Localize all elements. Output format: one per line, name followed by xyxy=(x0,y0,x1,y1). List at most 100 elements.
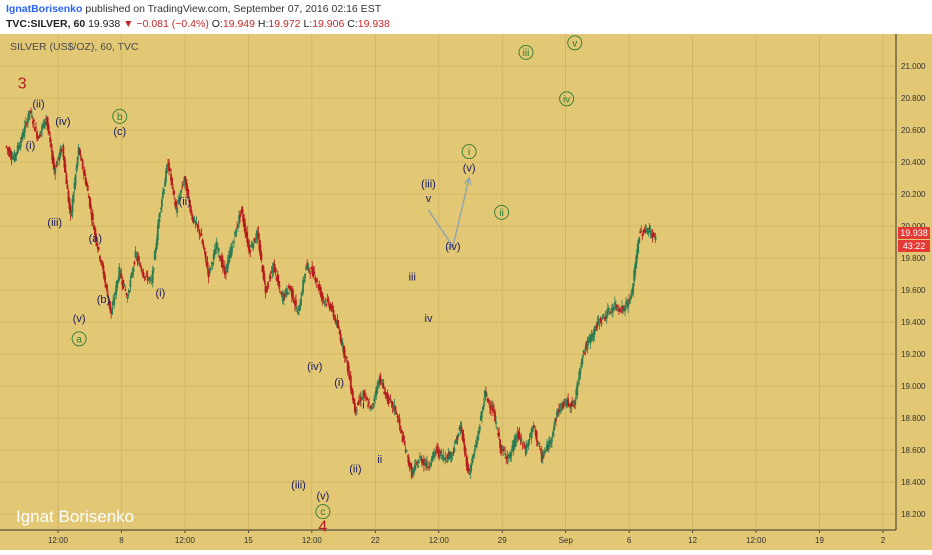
candle-body xyxy=(517,435,520,438)
candle-body xyxy=(187,189,190,196)
candle-body xyxy=(304,273,307,279)
wave-label: (iv) xyxy=(445,241,460,253)
candle-body xyxy=(522,442,525,444)
candle-body xyxy=(140,267,143,272)
candle-body xyxy=(617,306,619,308)
candle-body xyxy=(80,158,83,161)
candle-body xyxy=(357,402,359,406)
candle-body xyxy=(590,333,593,342)
candle-body xyxy=(167,164,169,166)
candle-body xyxy=(312,268,315,277)
candle-body xyxy=(492,406,494,413)
open-value: 19.949 xyxy=(222,18,255,30)
candle-body xyxy=(272,263,275,273)
candle-body xyxy=(361,398,363,400)
candle-body xyxy=(246,231,249,243)
candle-body xyxy=(271,267,274,273)
candle-body xyxy=(224,271,227,274)
candle-body xyxy=(523,445,526,449)
candle-body xyxy=(208,267,211,272)
open-label: O: xyxy=(211,18,223,30)
candle-body xyxy=(464,448,467,455)
candle-body xyxy=(296,310,298,312)
candle-body xyxy=(402,436,405,439)
candle-body xyxy=(258,239,261,251)
candle-body xyxy=(440,451,443,454)
candle-body xyxy=(495,421,497,424)
candle-body xyxy=(511,445,514,451)
candle-body xyxy=(369,405,372,409)
high-label: H: xyxy=(257,18,269,30)
candle-body xyxy=(235,229,237,237)
candle-body xyxy=(503,450,506,452)
candle-body xyxy=(181,186,184,188)
candle-body xyxy=(557,409,559,415)
candle-body xyxy=(452,451,455,454)
projection-arrowhead xyxy=(445,242,455,250)
candle-body xyxy=(19,141,22,147)
candle-body xyxy=(483,390,486,398)
candle-body xyxy=(512,443,515,452)
price-chart[interactable]: SILVER (US$/OZ), 60, TVC 3 (ii) (i) (iv) (ii… xyxy=(0,34,932,550)
candle-body xyxy=(558,409,560,413)
candle-body xyxy=(219,259,222,261)
candle-body xyxy=(116,280,119,289)
candle-body xyxy=(515,437,518,441)
chart-area[interactable]: SILVER (US$/OZ), 60, TVC 3 (ii) (i) (iv) (ii… xyxy=(0,34,932,550)
wave-label: (iv) xyxy=(55,116,70,128)
candle-body xyxy=(505,456,508,459)
candle-body xyxy=(83,169,86,176)
candle-body xyxy=(277,280,280,286)
candle-body xyxy=(397,421,400,423)
projection-arrow xyxy=(427,176,472,250)
author-link[interactable]: IgnatBorisenko xyxy=(6,3,83,15)
x-tick-label: 12 xyxy=(688,536,697,545)
candle-body xyxy=(644,229,647,232)
candle-body xyxy=(473,449,476,453)
candle-body xyxy=(346,360,349,372)
candle-body xyxy=(192,217,195,223)
candle-body xyxy=(603,316,606,320)
x-tick-label: Sep xyxy=(559,536,574,545)
candle-body xyxy=(129,279,132,288)
candle-body xyxy=(5,146,8,148)
candle-body xyxy=(110,309,113,314)
candle-body xyxy=(183,178,186,183)
candle-body xyxy=(621,305,623,313)
candle-body xyxy=(275,277,278,281)
candle-body xyxy=(72,193,75,203)
candle-body xyxy=(90,212,93,220)
last-price-tag-text: 19.938 xyxy=(900,228,928,238)
candle-body xyxy=(171,177,173,185)
candle-body xyxy=(419,457,422,461)
time-axis[interactable] xyxy=(0,530,932,550)
candle-body xyxy=(514,436,517,447)
candle-body xyxy=(534,429,537,436)
candle-body xyxy=(376,385,379,394)
candle-body xyxy=(231,245,233,253)
candle-body xyxy=(560,408,562,411)
candle-body xyxy=(30,115,33,118)
candle-body xyxy=(253,238,256,242)
candle-body xyxy=(634,263,637,275)
x-tick-label: 8 xyxy=(119,536,124,545)
wave-label: iii xyxy=(409,271,416,283)
candle-body xyxy=(214,248,217,255)
candle-body xyxy=(17,146,20,148)
candle-body xyxy=(20,136,23,140)
candle-body xyxy=(470,464,473,466)
price-axis[interactable] xyxy=(896,34,932,530)
candle-body xyxy=(342,345,345,354)
candle-body xyxy=(32,121,34,124)
candle-body xyxy=(527,440,530,447)
countdown-tag xyxy=(898,240,930,252)
candle-body xyxy=(443,458,446,460)
candle-body xyxy=(381,383,384,385)
candle-body xyxy=(163,189,165,194)
candle-body xyxy=(649,230,652,235)
candle-body xyxy=(367,404,369,407)
candle-body xyxy=(290,288,293,297)
candle-body xyxy=(70,210,73,216)
x-tick-label: 15 xyxy=(244,536,253,545)
candle-body xyxy=(359,399,361,403)
